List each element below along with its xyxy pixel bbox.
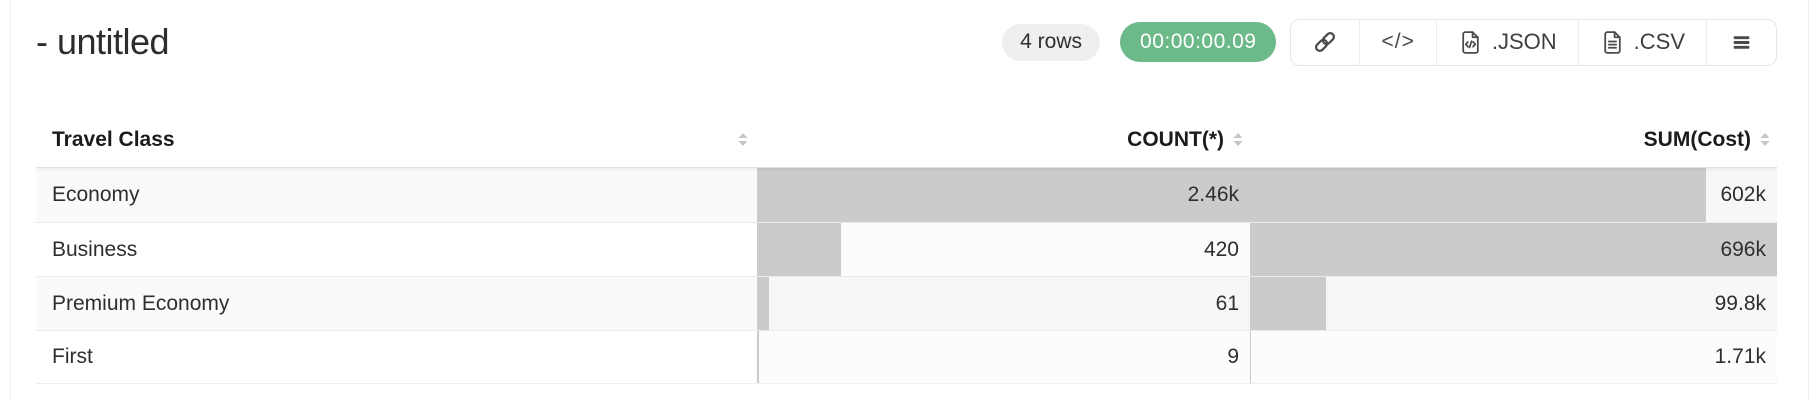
count-value: 9 (1227, 345, 1239, 368)
sum-cell[interactable]: 99.8k (1250, 277, 1777, 330)
travel-class-cell[interactable]: Business (36, 223, 757, 276)
view-code-button[interactable]: </> (1359, 19, 1436, 65)
table-row[interactable]: Premium Economy 61 99.8k (36, 276, 1777, 330)
column-label: SUM(Cost) (1643, 127, 1751, 151)
count-value: 61 (1215, 291, 1239, 315)
travel-class-cell[interactable]: First (36, 331, 757, 383)
sum-value: 99.8k (1714, 291, 1766, 315)
column-header-travel-class[interactable]: Travel Class (36, 112, 757, 167)
column-label: COUNT(*) (1127, 127, 1224, 151)
count-value: 420 (1203, 237, 1239, 261)
download-json-button[interactable]: .JSON (1435, 19, 1578, 65)
count-bar (757, 168, 1250, 222)
elapsed-time-badge: 00:00:00.09 (1120, 22, 1277, 62)
count-cell[interactable]: 9 (757, 331, 1250, 383)
results-table: Travel Class COUNT(*) SUM(Cost) (36, 112, 1777, 384)
count-value: 2.46k (1187, 183, 1239, 206)
table-row[interactable]: Economy 2.46k 602k (36, 168, 1777, 222)
row-label: Premium Economy (52, 291, 230, 315)
code-icon: </> (1381, 30, 1415, 53)
count-cell[interactable]: 420 (757, 223, 1250, 276)
csv-button-label: .CSV (1633, 29, 1685, 54)
row-label: Economy (52, 183, 140, 206)
sum-value: 696k (1720, 237, 1766, 261)
json-button-label: .JSON (1491, 29, 1557, 54)
row-count-badge: 4 rows (1002, 23, 1101, 61)
topbar-actions: 4 rows 00:00:00.09 </> (1002, 18, 1777, 66)
row-label: First (52, 345, 93, 368)
copy-link-button[interactable] (1291, 19, 1360, 65)
page-title: - untitled (36, 21, 170, 62)
count-cell[interactable]: 2.46k (757, 168, 1250, 222)
results-topbar: - untitled 4 rows 00:00:00.09 (36, 0, 1777, 68)
export-toolbar: </> .JSON (1290, 18, 1777, 66)
sum-value: 1.71k (1714, 345, 1766, 368)
sum-cell[interactable]: 696k (1250, 223, 1777, 276)
table-row[interactable]: Business 420 696k (36, 222, 1777, 276)
sum-bar (1250, 331, 1252, 383)
table-body: Economy 2.46k 602k Business 420 696k Pre… (36, 168, 1777, 384)
sort-icon[interactable] (1759, 132, 1771, 147)
sum-bar (1250, 223, 1777, 276)
row-label: Business (52, 237, 138, 261)
count-bar (757, 277, 770, 330)
sum-value: 602k (1720, 183, 1766, 206)
sort-icon[interactable] (737, 132, 749, 147)
sum-bar (1250, 277, 1326, 330)
column-header-sum-cost[interactable]: SUM(Cost) (1250, 112, 1777, 167)
column-label: Travel Class (52, 127, 175, 151)
count-cell[interactable]: 61 (757, 277, 1250, 330)
file-code-icon (1458, 30, 1483, 55)
download-csv-button[interactable]: .CSV (1577, 19, 1706, 65)
travel-class-cell[interactable]: Economy (36, 168, 757, 222)
sort-icon[interactable] (1232, 132, 1244, 147)
table-row[interactable]: First 9 1.71k (36, 330, 1777, 384)
file-text-icon (1600, 30, 1625, 55)
table-header-row: Travel Class COUNT(*) SUM(Cost) (36, 112, 1777, 168)
travel-class-cell[interactable]: Premium Economy (36, 277, 757, 330)
results-panel: - untitled 4 rows 00:00:00.09 (10, 0, 1809, 400)
sum-cell[interactable]: 1.71k (1250, 331, 1777, 383)
count-bar (757, 223, 842, 276)
sum-bar (1250, 168, 1706, 222)
column-header-count[interactable]: COUNT(*) (757, 112, 1250, 167)
menu-button[interactable] (1706, 19, 1776, 65)
sum-cell[interactable]: 602k (1250, 168, 1777, 222)
menu-icon (1728, 29, 1755, 56)
count-bar (757, 331, 759, 383)
link-icon (1312, 29, 1338, 55)
